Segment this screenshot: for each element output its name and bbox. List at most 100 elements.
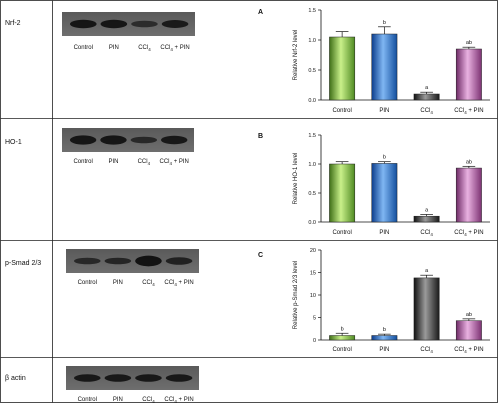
y-axis-label: Relative HO-1 level (293, 153, 299, 205)
blot-band-ccl4-pin (165, 257, 193, 265)
bar-ccl4 (413, 93, 440, 101)
y-tick-label: 1.0 (308, 38, 316, 44)
bar-ccl4-pin (455, 48, 482, 101)
panel-letter: A (258, 9, 263, 16)
y-tick-label: 0.0 (308, 220, 316, 226)
bar-ccl4-pin (455, 167, 482, 223)
chart-panel-a: A 0.0 0.5 1.0 1.5 Relative Nrf-2 level Control… (258, 8, 490, 115)
blot-lane-label-ccl4-pin: CCl4 + PIN (160, 159, 189, 166)
y-axis-label: Relative Nrf-2 level (293, 30, 299, 81)
panel-letter: B (258, 133, 263, 140)
y-tick-label: 1.0 (308, 162, 316, 168)
bar-charts: A 0.0 0.5 1.0 1.5 Relative Nrf-2 level Control… (258, 8, 490, 354)
blot-lane-label-pin: PIN (113, 280, 123, 286)
bar-ccl4 (413, 215, 440, 223)
y-axis-label: Relative p-Smad 2/3 level (293, 261, 299, 329)
blot-band-pin (100, 19, 128, 29)
blot-lane-label-control: Control (74, 45, 93, 51)
y-tick-label: 0.5 (308, 191, 316, 197)
y-tick-label: 1.5 (308, 8, 316, 14)
blot-band-control (69, 135, 97, 145)
blot-band-control (73, 374, 101, 382)
blot-lane-label-control: Control (73, 159, 92, 165)
blot-band-ccl4-pin (165, 374, 193, 382)
blot-lane-label-pin: PIN (108, 159, 118, 165)
blot-lane-label-ccl4-pin: CCl4 + PIN (164, 397, 193, 403)
significance-label-pin: b (383, 20, 386, 26)
blot-lane-label-ccl4: CCl4 (138, 159, 151, 166)
y-tick-label: 15 (310, 271, 316, 277)
bar-pin (371, 163, 398, 223)
blot-lane-label-ccl4: CCl4 (142, 397, 155, 403)
x-tick-label-ccl4: CCl4 (420, 230, 433, 237)
y-tick-label: 0 (313, 338, 316, 344)
y-tick-label: 5 (313, 316, 316, 322)
blot-lane-label-ccl4: CCl4 (138, 45, 151, 52)
significance-label-control: b (341, 326, 344, 332)
blot-lane-label-ccl4-pin: CCl4 + PIN (160, 45, 189, 52)
x-tick-label-control: Control (332, 108, 351, 114)
y-tick-label: 1.5 (308, 133, 316, 139)
blot-band-control (69, 19, 97, 29)
significance-label-pin: b (383, 327, 386, 333)
significance-label-ccl4: a (425, 268, 429, 274)
y-tick-label: 0.0 (308, 98, 316, 104)
bar-control (329, 163, 356, 223)
blot-band-ccl4 (130, 136, 158, 144)
blot-images: Control PIN CCl4 CCl4 + PIN Control PIN CCl4 CC… (62, 12, 199, 403)
row-label-nrf2: Nrf-2 (5, 20, 21, 27)
blot-band-ccl4-pin (161, 135, 188, 145)
x-tick-label-pin: PIN (379, 108, 389, 114)
significance-label-ccl4-pin: ab (466, 312, 472, 318)
x-tick-label-ccl4-pin: CCl4 + PIN (454, 108, 483, 115)
blot-band-ccl4 (135, 374, 162, 382)
y-tick-label: 0.5 (308, 68, 316, 74)
x-tick-label-pin: PIN (379, 230, 389, 236)
blot-lane-label-control: Control (78, 397, 97, 403)
significance-label-pin: b (383, 155, 386, 161)
bar-control (329, 335, 356, 341)
x-tick-label-ccl4: CCl4 (420, 347, 433, 354)
blot-band-pin (100, 135, 127, 145)
chart-panel-c: C 0 5 10 15 20 Relative p-Smad 2/3 level b Contr… (258, 248, 490, 354)
y-tick-label: 10 (310, 293, 316, 299)
blot-band-pin (104, 374, 132, 382)
bar-pin (371, 335, 398, 341)
blot-3: Control PIN CCl4 CCl4 + PIN (66, 366, 199, 403)
x-tick-label-ccl4-pin: CCl4 + PIN (454, 347, 483, 354)
blot-lane-label-pin: PIN (113, 397, 123, 403)
x-tick-label-control: Control (332, 347, 351, 353)
blot-band-pin (104, 257, 132, 265)
row-label-ho1: HO-1 (5, 139, 22, 146)
row-label-psmad: p-Smad 2/3 (5, 260, 41, 267)
significance-label-ccl4: a (425, 207, 429, 213)
blot-band-ccl4 (135, 255, 162, 267)
panel-letter: C (258, 252, 263, 259)
bar-pin (371, 33, 398, 101)
bar-control (329, 36, 356, 101)
x-tick-label-pin: PIN (379, 347, 389, 353)
blot-band-ccl4-pin (161, 20, 189, 28)
significance-label-ccl4-pin: ab (466, 40, 472, 46)
significance-label-ccl4: a (425, 85, 429, 91)
y-tick-label: 20 (310, 248, 316, 254)
blot-1: Control PIN CCl4 CCl4 + PIN (62, 128, 194, 166)
bar-ccl4-pin (455, 320, 482, 341)
chart-panel-b: B 0.0 0.5 1.0 1.5 Relative HO-1 level Control b… (258, 133, 490, 237)
significance-label-ccl4-pin: ab (466, 159, 472, 165)
blot-lane-label-pin: PIN (109, 45, 119, 51)
blot-band-ccl4 (131, 20, 158, 28)
x-tick-label-control: Control (332, 230, 351, 236)
blot-lane-label-ccl4-pin: CCl4 + PIN (164, 280, 193, 287)
x-tick-label-ccl4: CCl4 (420, 108, 433, 115)
x-tick-label-ccl4-pin: CCl4 + PIN (454, 230, 483, 237)
row-label-bactin: β actin (5, 375, 26, 382)
bar-ccl4 (413, 277, 440, 341)
blot-lane-label-control: Control (78, 280, 97, 286)
blot-band-control (73, 257, 101, 265)
blot-0: Control PIN CCl4 CCl4 + PIN (62, 12, 195, 52)
blot-2: Control PIN CCl4 CCl4 + PIN (66, 249, 199, 287)
blot-lane-label-ccl4: CCl4 (142, 280, 155, 287)
